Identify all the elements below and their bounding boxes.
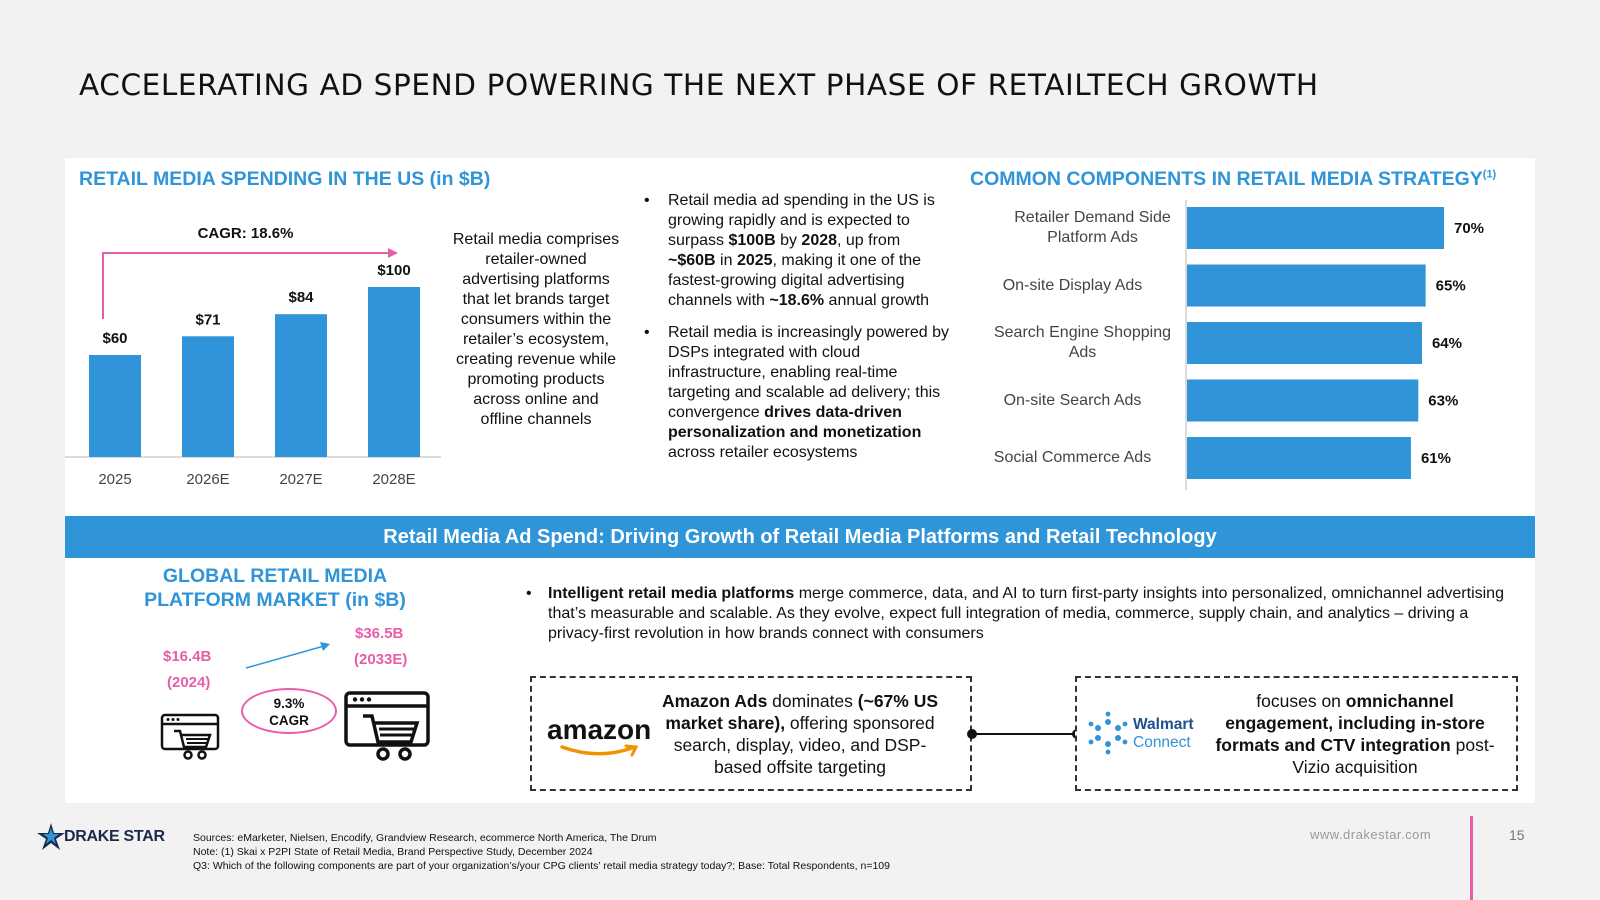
page-title: ACCELERATING AD SPEND POWERING THE NEXT … — [79, 68, 1319, 102]
bar-2028E — [368, 287, 420, 457]
bar-2026E — [182, 336, 234, 457]
x-tick-label: 2025 — [98, 471, 131, 488]
retail-media-blurb: Retail media comprises retailer-owned ad… — [450, 230, 622, 430]
cagr-arrowhead — [388, 248, 398, 258]
us-bullets: Retail media ad spending in the US is gr… — [640, 191, 950, 475]
growth-arrow — [240, 640, 340, 674]
footnotes: Sources: eMarketer, Nielsen, Encodify, G… — [193, 831, 890, 873]
bar-value-label: $60 — [102, 330, 127, 347]
section-band: Retail Media Ad Spend: Driving Growth of… — [65, 516, 1535, 558]
hbar-5 — [1187, 437, 1411, 479]
cagr-badge: 9.3% CAGR — [241, 688, 337, 734]
hbar-category-label: Search Engine Shopping Ads — [985, 323, 1180, 363]
bar-2027E — [275, 314, 327, 457]
us-spending-chart: $60 2025 $71 2026E $84 2027E $100 2028E CAGR: 18… — [65, 195, 445, 495]
components-heading: COMMON COMPONENTS IN RETAIL MEDIA STRATE… — [970, 168, 1496, 191]
walmart-spark-icon — [1086, 710, 1130, 756]
hbar-value-label: 70% — [1454, 220, 1484, 237]
amazon-description: Amazon Ads dominates (~67% US market sha… — [660, 690, 940, 778]
small-cart-icon — [160, 713, 222, 767]
bullet-growth: Retail media ad spending in the US is gr… — [640, 191, 950, 311]
cagr-label: CAGR: 18.6% — [198, 225, 294, 242]
hbar-category-label: Retailer Demand Side Platform Ads — [1005, 208, 1180, 248]
end-year: (2033E) — [354, 651, 407, 668]
x-tick-label: 2026E — [186, 471, 229, 488]
hbar-value-label: 64% — [1432, 335, 1462, 352]
hbar-4 — [1187, 380, 1418, 422]
end-value: $36.5B — [355, 625, 403, 642]
large-cart-icon — [343, 690, 433, 772]
hbar-value-label: 63% — [1428, 393, 1458, 410]
bullet-dsp: Retail media is increasingly powered by … — [640, 323, 950, 463]
x-tick-label: 2028E — [372, 471, 415, 488]
hbar-category-label: On-site Display Ads — [965, 276, 1180, 296]
footer-divider — [1470, 816, 1473, 900]
bar-value-label: $71 — [195, 311, 220, 328]
global-market-heading: GLOBAL RETAIL MEDIA PLATFORM MARKET (in … — [130, 564, 420, 612]
start-value: $16.4B — [163, 648, 211, 665]
hbar-3 — [1187, 322, 1422, 364]
bar-value-label: $100 — [377, 262, 410, 279]
website-link[interactable]: www.drakestar.com — [1310, 827, 1431, 842]
walmart-logo: Walmart Connect — [1133, 716, 1194, 752]
intelligent-platforms-bullet: • Intelligent retail media platforms mer… — [520, 584, 1520, 644]
walmart-description: focuses on omnichannel engagement, inclu… — [1205, 690, 1505, 778]
bar-2025 — [89, 355, 141, 457]
bar-value-label: $84 — [288, 289, 314, 306]
components-labels: Retailer Demand Side Platform Ads On-site… — [965, 200, 1180, 490]
hbar-category-label: Social Commerce Ads — [965, 448, 1180, 468]
us-spending-heading: RETAIL MEDIA SPENDING IN THE US (in $B) — [79, 168, 490, 191]
page-number: 15 — [1509, 827, 1525, 843]
cagr-arrow — [103, 253, 388, 319]
hbar-1 — [1187, 207, 1444, 249]
box-connector — [962, 724, 1082, 744]
brand-name: DRAKE STAR — [64, 828, 165, 846]
x-tick-label: 2027E — [279, 471, 322, 488]
hbar-category-label: On-site Search Ads — [965, 391, 1180, 411]
drake-star-logo-icon — [36, 822, 66, 852]
hbar-2 — [1187, 265, 1426, 307]
amazon-smile-icon — [558, 744, 640, 758]
hbar-value-label: 61% — [1421, 450, 1451, 467]
hbar-value-label: 65% — [1436, 278, 1466, 295]
components-chart: 70% 65% 64% 63% 61% — [1185, 200, 1535, 495]
start-year: (2024) — [167, 674, 210, 691]
amazon-logo: amazon — [547, 714, 651, 746]
